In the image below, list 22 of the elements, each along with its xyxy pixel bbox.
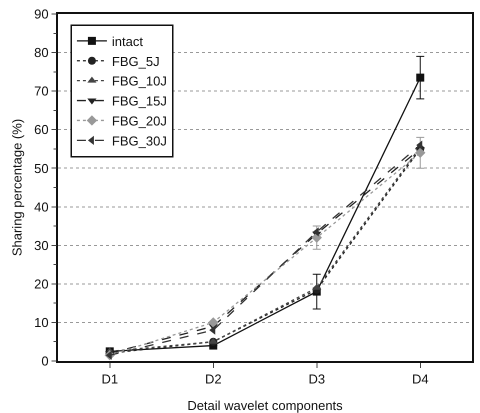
y-tick-label: 90 <box>34 6 49 22</box>
x-tick-label: D4 <box>412 371 429 386</box>
y-tick-label: 20 <box>34 276 49 292</box>
legend-label: FBG_15J <box>112 94 167 109</box>
x-tick-label: D1 <box>101 371 118 386</box>
y-tick-label: 70 <box>34 84 49 99</box>
y-tick-label: 30 <box>34 238 49 253</box>
y-tick-label: 80 <box>34 45 49 60</box>
legend-label: FBG_20J <box>112 114 167 129</box>
y-tick-label: 60 <box>34 122 49 138</box>
x-tick-label: D2 <box>204 371 222 386</box>
y-tick-label: 0 <box>41 354 49 369</box>
legend-label: FBG_30J <box>112 133 167 148</box>
legend-label: FBG_10J <box>112 74 167 89</box>
y-tick-label: 50 <box>34 160 49 176</box>
x-axis-title: Detail wavelet components <box>187 398 344 413</box>
y-axis-title: Sharing percentage (%) <box>10 118 24 256</box>
legend-label: intact <box>112 34 144 49</box>
x-tick-label: D3 <box>308 371 326 386</box>
legend-label: FBG_5J <box>112 54 160 69</box>
y-tick-label: 10 <box>34 314 49 330</box>
y-tick-label: 40 <box>34 199 49 214</box>
